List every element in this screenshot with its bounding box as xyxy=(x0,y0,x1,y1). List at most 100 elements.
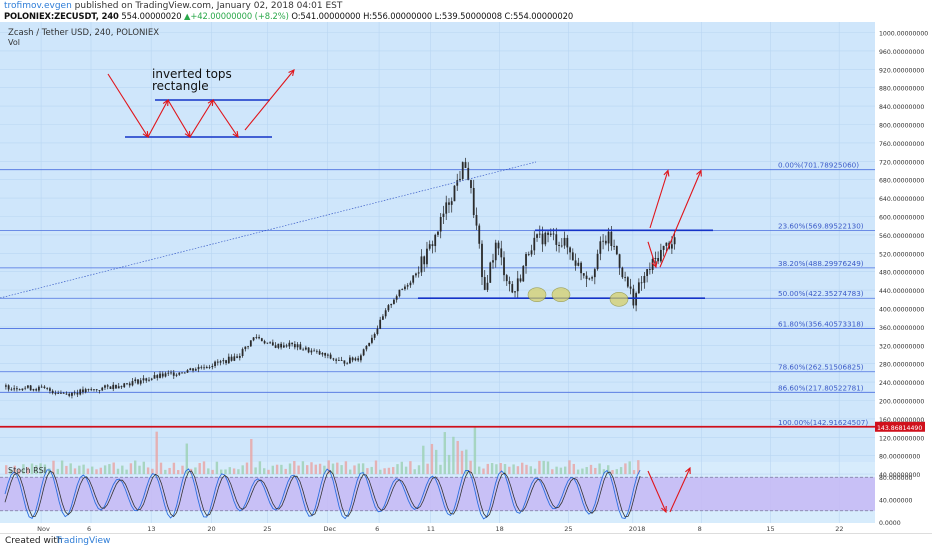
candle-body xyxy=(555,234,558,245)
candle-body xyxy=(368,342,371,346)
price-axis[interactable]: 1000.00000000 960.00000000 920.00000000 880… xyxy=(879,31,928,480)
candle-body xyxy=(181,372,183,374)
candle-body xyxy=(657,257,660,262)
pattern-arrow xyxy=(167,99,191,138)
candle-body xyxy=(596,253,599,270)
y-tick-label: 1000.00000000 xyxy=(879,31,928,38)
candle-body xyxy=(280,343,282,348)
volume-bar xyxy=(151,468,154,475)
volume-bar xyxy=(116,468,120,475)
chart-svg[interactable]: 0.00%(701.78925060) 23.60%(569.89522130) 3… xyxy=(0,22,932,533)
candle-body xyxy=(225,360,227,364)
candle-body xyxy=(483,277,486,290)
volume-bar xyxy=(478,466,481,475)
y-tick-label: 480.00000000 xyxy=(879,270,924,277)
volume-bar xyxy=(69,463,72,475)
candle-body xyxy=(349,357,351,364)
candle-body xyxy=(481,243,483,278)
candle-body xyxy=(324,352,327,356)
candle-body xyxy=(285,345,288,347)
volume-bar xyxy=(26,467,29,475)
candle-body xyxy=(519,278,522,282)
volume-bar xyxy=(164,469,167,475)
volume-bar xyxy=(288,463,292,475)
candle-body xyxy=(161,373,164,377)
volume-bar xyxy=(495,464,498,475)
volume-bar xyxy=(43,464,47,475)
pattern-arrow xyxy=(212,99,239,138)
candle-body xyxy=(115,384,117,389)
author-link[interactable]: trofimov.evgen xyxy=(4,1,72,11)
candle-body xyxy=(426,248,428,265)
pattern-arrow xyxy=(189,99,214,138)
volume-bar xyxy=(134,460,137,475)
candle-body xyxy=(156,375,159,378)
candle-body xyxy=(230,356,233,361)
candle-body xyxy=(637,282,640,294)
time-axis[interactable]: Nov 6 13 20 25 Dec 6 11 18 25 2018 8 15 22 xyxy=(37,525,843,533)
y-tick-label: 40.00000000 xyxy=(879,472,920,479)
volume-bar xyxy=(310,462,313,475)
candle-body xyxy=(164,373,167,377)
candle-body xyxy=(437,231,439,235)
candle-body xyxy=(371,337,373,343)
chart-area[interactable]: 0.00%(701.78925060) 23.60%(569.89522130) 3… xyxy=(0,22,932,533)
volume-bar xyxy=(564,466,567,475)
volume-bar xyxy=(224,469,227,475)
volume-bar xyxy=(533,468,537,475)
volume-bar xyxy=(78,465,81,475)
candle-body xyxy=(73,392,76,394)
y-tick-label: 240.00000000 xyxy=(879,380,924,387)
candle-body xyxy=(134,379,137,382)
candle-body xyxy=(560,245,563,247)
pattern-arrow xyxy=(147,99,169,138)
volume-bar xyxy=(258,461,262,475)
volume-bar xyxy=(48,468,51,475)
candle-body xyxy=(13,388,16,390)
candle-body xyxy=(503,257,505,276)
volume-bar xyxy=(318,463,322,475)
volume-bar xyxy=(314,464,317,475)
candle-body xyxy=(393,299,395,304)
candle-body xyxy=(208,366,211,368)
candle-body xyxy=(448,202,450,205)
tradingview-logo[interactable]: TradingView xyxy=(56,536,111,546)
candle-body xyxy=(489,262,492,283)
candle-body xyxy=(18,389,21,391)
volume-bar xyxy=(52,460,55,475)
price-change: ▲+42.00000000 (+8.2%) xyxy=(184,11,289,21)
candle-body xyxy=(662,245,665,250)
candle-body xyxy=(263,341,266,344)
candle-body xyxy=(277,343,280,348)
candle-body xyxy=(40,386,43,388)
candle-body xyxy=(602,240,604,242)
candle-body xyxy=(175,374,178,376)
candle-body xyxy=(274,345,277,348)
candle-body xyxy=(379,319,382,329)
footer-bar: Created with TradingView xyxy=(0,533,932,551)
candle-body xyxy=(227,356,230,364)
volume-bar xyxy=(396,464,399,475)
volume-bar xyxy=(340,465,343,475)
candle-body xyxy=(27,385,29,388)
candle-body xyxy=(10,389,13,391)
fib-label: 61.80%(356.40573318) xyxy=(778,320,864,329)
volume-bar xyxy=(452,436,455,475)
annotation-line2: rectangle xyxy=(152,79,209,93)
volume-bar xyxy=(404,466,408,475)
candle-body xyxy=(315,350,318,352)
candle-body xyxy=(354,358,357,361)
candle-body xyxy=(593,269,596,278)
volume-bar xyxy=(585,467,588,475)
candle-body xyxy=(117,386,120,389)
candle-body xyxy=(588,278,591,280)
volume-bar xyxy=(611,470,614,475)
projection-arrow xyxy=(659,170,702,268)
volume-bar xyxy=(232,468,236,475)
candle-body xyxy=(340,360,343,361)
volume-bar xyxy=(568,460,571,475)
y-tick-label: 680.00000000 xyxy=(879,178,924,185)
volume-bars xyxy=(5,427,640,475)
candle-body xyxy=(591,277,593,279)
candle-body xyxy=(302,349,305,351)
